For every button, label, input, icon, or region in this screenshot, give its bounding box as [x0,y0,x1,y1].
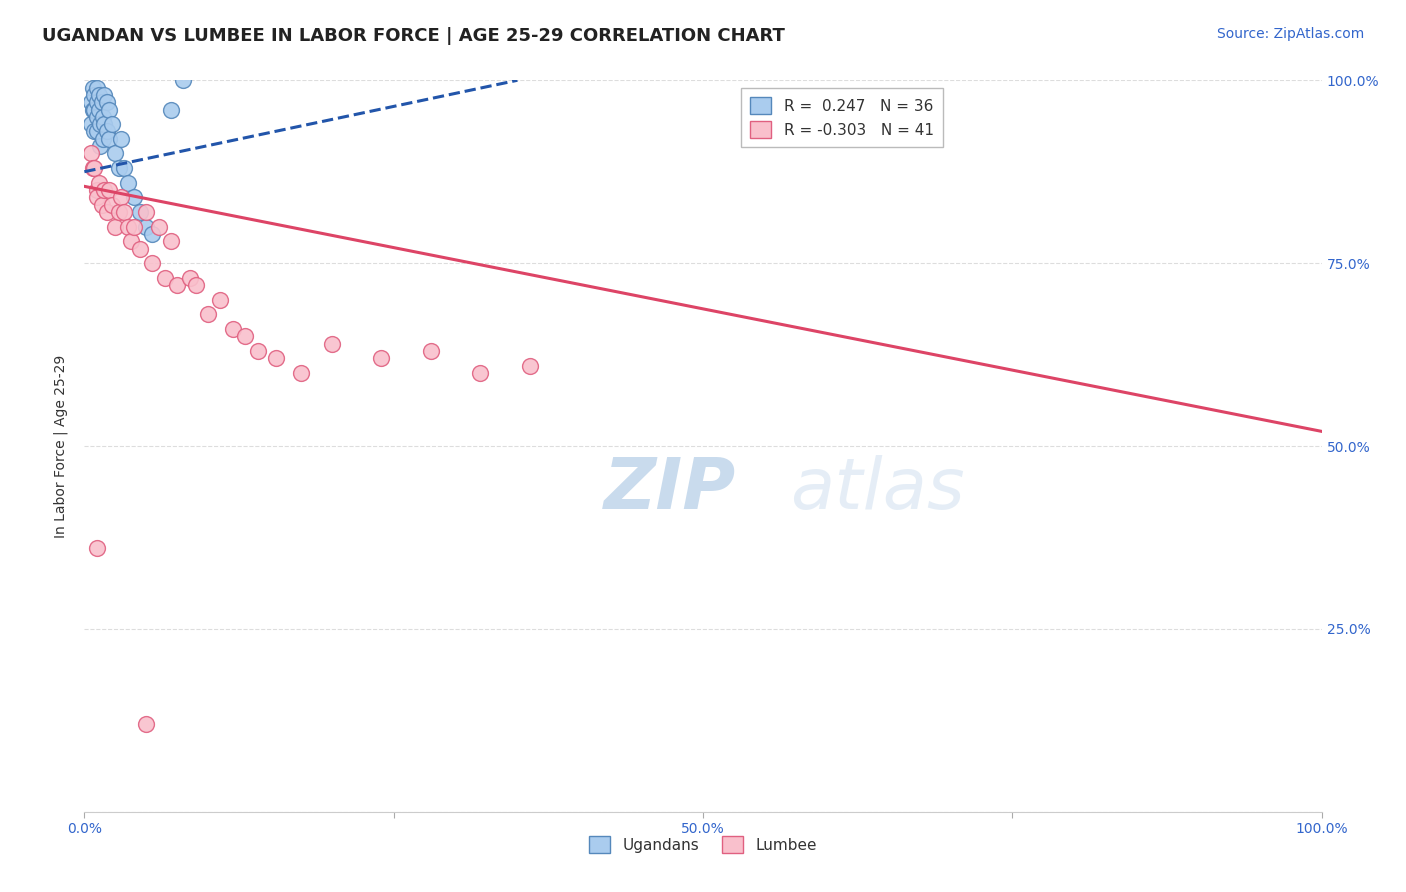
Point [153,270,176,285]
Point [93,183,115,197]
Point [86,124,108,138]
Point [83,87,105,102]
Point [120,234,142,248]
Point [470,366,492,380]
Point [96,124,118,138]
Point [141,256,163,270]
Point [82,80,104,95]
Point [90,197,112,211]
Point [83,161,105,175]
Point [83,124,105,138]
Point [135,717,157,731]
Point [98,103,121,117]
Point [100,197,122,211]
Point [91,132,114,146]
Text: UGANDAN VS LUMBEE IN LABOR FORCE | AGE 25-29 CORRELATION CHART: UGANDAN VS LUMBEE IN LABOR FORCE | AGE 2… [42,27,785,45]
Point [104,219,127,234]
Text: atlas: atlas [790,456,965,524]
Point [290,366,312,380]
Point [108,161,131,175]
Point [321,336,343,351]
Point [89,117,111,131]
Point [86,110,108,124]
Point [129,205,152,219]
Point [89,176,111,190]
Point [82,103,104,117]
Point [246,343,269,358]
Point [91,110,114,124]
Point [86,183,108,197]
Point [141,227,163,241]
Point [89,139,111,153]
Point [104,146,127,161]
Point [98,132,121,146]
Point [90,95,112,110]
Point [96,205,118,219]
Point [122,190,145,204]
Point [135,219,157,234]
Point [100,117,122,131]
Point [86,80,108,95]
Point [86,95,108,110]
Point [86,541,108,556]
Point [79,117,101,131]
Point [93,87,115,102]
Point [122,219,145,234]
Point [209,293,232,307]
Point [108,205,131,219]
Point [166,278,188,293]
Point [172,73,194,87]
Point [129,242,152,256]
Legend: Ugandans, Lumbee: Ugandans, Lumbee [582,830,824,859]
Text: Source: ZipAtlas.com: Source: ZipAtlas.com [1216,27,1364,41]
Point [96,95,118,110]
Point [112,161,135,175]
Point [197,307,219,321]
Point [79,146,101,161]
Point [160,103,183,117]
Point [117,219,139,234]
Point [82,161,104,175]
Point [98,183,121,197]
Point [419,343,441,358]
Point [519,359,541,373]
Point [110,132,132,146]
Point [110,190,132,204]
Point [117,176,139,190]
Point [233,329,256,343]
Point [160,234,183,248]
Point [86,190,108,204]
Point [83,103,105,117]
Point [135,205,157,219]
Point [179,270,201,285]
Point [93,117,115,131]
Point [264,351,287,366]
Point [89,103,111,117]
Point [89,87,111,102]
Point [148,219,170,234]
Point [112,205,135,219]
Point [184,278,207,293]
Point [222,322,245,336]
Text: ZIP: ZIP [605,456,737,524]
Point [370,351,392,366]
Y-axis label: In Labor Force | Age 25-29: In Labor Force | Age 25-29 [53,354,69,538]
Point [79,95,101,110]
